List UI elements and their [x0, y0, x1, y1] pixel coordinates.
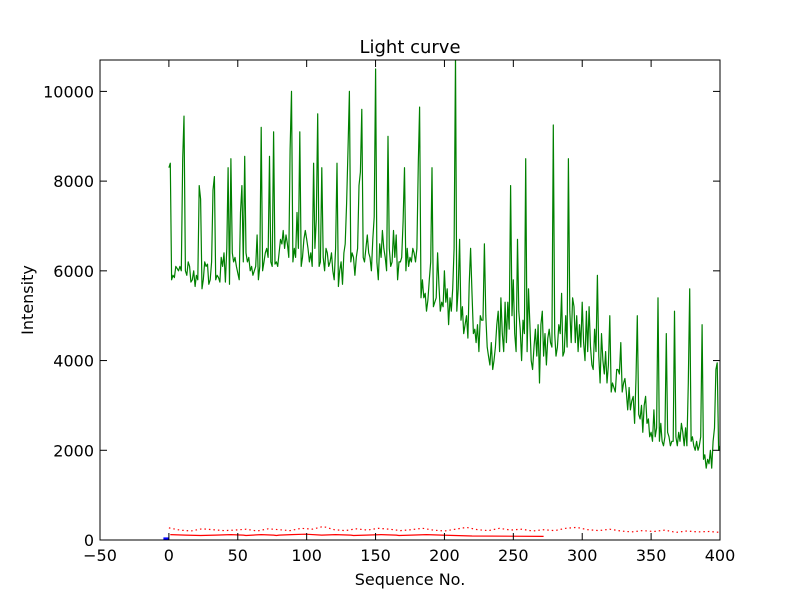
y-tick-label: 0: [84, 531, 94, 550]
chart-title: Light curve: [359, 37, 460, 58]
y-tick-label: 4000: [53, 352, 94, 371]
x-tick-label: 300: [567, 546, 598, 565]
y-tick-label: 6000: [53, 262, 94, 281]
x-axis-label: Sequence No.: [355, 570, 466, 589]
series-line-spikes: [170, 533, 544, 538]
x-tick-label: 0: [164, 546, 174, 565]
axis-ticks: −50 0 50 100 150 200 250 300 350 4000200040006000…: [43, 60, 735, 565]
series-layer: [163, 60, 720, 540]
y-tick-label: 10000: [43, 82, 94, 101]
x-tick-label: 150: [360, 546, 391, 565]
x-tick-label: −50: [83, 546, 117, 565]
x-tick-label: 200: [429, 546, 460, 565]
y-axis-label: Intensity: [18, 265, 37, 335]
x-tick-label: 350: [636, 546, 667, 565]
series-line-intensity: [168, 60, 720, 469]
series-line-noise: [168, 525, 720, 534]
y-tick-label: 2000: [53, 441, 94, 460]
x-tick-label: 400: [705, 546, 736, 565]
x-tick-label: 50: [228, 546, 248, 565]
x-tick-label: 100: [291, 546, 322, 565]
x-tick-label: 250: [498, 546, 529, 565]
plot-frame: [99, 59, 721, 541]
y-tick-label: 8000: [53, 172, 94, 191]
